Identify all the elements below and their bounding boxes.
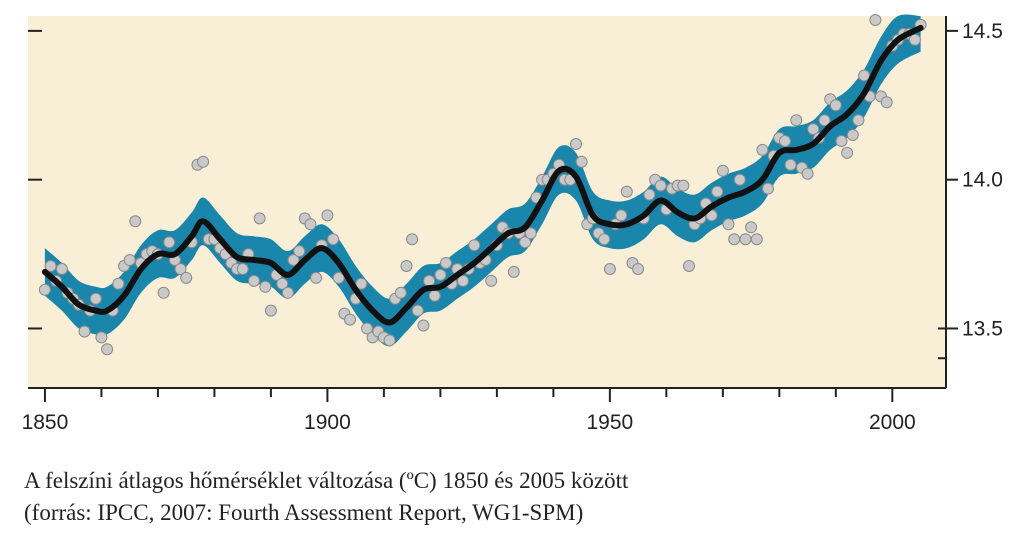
data-point bbox=[101, 343, 114, 356]
data-point bbox=[654, 179, 667, 192]
data-point bbox=[632, 263, 645, 275]
x-tick-label: 1850 bbox=[22, 411, 69, 434]
data-point bbox=[112, 277, 125, 290]
data-point bbox=[908, 33, 921, 46]
data-point bbox=[722, 218, 735, 231]
data-point bbox=[406, 233, 419, 246]
smoothed-curve bbox=[41, 24, 924, 326]
data-point bbox=[750, 233, 763, 246]
data-point bbox=[344, 313, 356, 326]
data-point bbox=[259, 280, 272, 293]
data-point bbox=[716, 164, 729, 177]
data-point bbox=[835, 135, 848, 147]
data-point bbox=[880, 96, 893, 109]
data-point bbox=[457, 274, 469, 287]
axis-ticks: 1850 1900 1950 2000 13.5 14.0 14.5 bbox=[22, 20, 1003, 434]
data-point bbox=[361, 322, 373, 335]
data-point bbox=[89, 292, 102, 305]
data-point bbox=[411, 304, 424, 317]
data-point bbox=[383, 334, 396, 347]
data-point bbox=[801, 167, 814, 180]
data-point bbox=[818, 114, 831, 127]
y-tick-label: 14.5 bbox=[962, 20, 1003, 43]
data-point bbox=[78, 325, 91, 338]
data-point bbox=[197, 155, 210, 168]
x-tick-label: 1950 bbox=[587, 411, 634, 434]
data-point bbox=[739, 233, 752, 246]
data-point bbox=[784, 158, 797, 171]
data-point bbox=[355, 277, 368, 290]
y-tick-label: 14.0 bbox=[962, 169, 1003, 192]
data-point bbox=[423, 274, 436, 287]
data-point bbox=[281, 286, 294, 299]
data-point bbox=[327, 233, 340, 246]
data-point bbox=[790, 114, 803, 127]
data-point bbox=[575, 155, 588, 168]
data-point bbox=[733, 173, 746, 186]
caption-title: A felszíni átlagos hőmérséklet változása… bbox=[24, 468, 629, 493]
data-point bbox=[38, 283, 51, 296]
data-point bbox=[603, 263, 616, 275]
data-point bbox=[756, 143, 769, 156]
data-point bbox=[869, 14, 882, 26]
data-point bbox=[620, 185, 633, 198]
data-point bbox=[310, 271, 323, 284]
data-point bbox=[852, 114, 865, 127]
data-point bbox=[180, 271, 193, 284]
data-point bbox=[570, 138, 582, 150]
data-point bbox=[400, 260, 413, 272]
data-point bbox=[829, 99, 842, 112]
data-point bbox=[174, 263, 187, 275]
data-point bbox=[683, 260, 695, 272]
data-point bbox=[507, 265, 520, 278]
data-point bbox=[394, 286, 407, 299]
data-point bbox=[728, 233, 741, 246]
data-point bbox=[524, 227, 537, 240]
data-point bbox=[519, 236, 532, 249]
data-point bbox=[428, 289, 441, 302]
y-tick-label: 13.5 bbox=[962, 317, 1003, 340]
data-point bbox=[304, 218, 317, 231]
data-point bbox=[157, 286, 170, 299]
caption-source: (forrás: IPCC, 2007: Fourth Assessment R… bbox=[24, 500, 584, 525]
data-point bbox=[321, 209, 334, 222]
data-point bbox=[293, 245, 306, 258]
data-point bbox=[858, 69, 871, 82]
data-point bbox=[846, 129, 859, 141]
data-point bbox=[248, 274, 260, 287]
data-point bbox=[123, 254, 136, 266]
data-point bbox=[287, 254, 300, 266]
data-point bbox=[598, 233, 611, 246]
data-point bbox=[236, 263, 249, 275]
data-point bbox=[779, 135, 791, 147]
data-point bbox=[44, 260, 57, 272]
data-point bbox=[55, 263, 68, 275]
temperature-chart: 1850 1900 1950 2000 13.5 14.0 14.5 bbox=[22, 14, 1003, 434]
data-point bbox=[264, 304, 277, 317]
data-point bbox=[615, 209, 628, 222]
data-point bbox=[434, 268, 447, 281]
x-tick-label: 1900 bbox=[304, 411, 351, 434]
data-point bbox=[163, 236, 176, 249]
data-point bbox=[95, 331, 108, 344]
data-point bbox=[677, 179, 690, 192]
data-point bbox=[417, 319, 430, 332]
data-point bbox=[807, 123, 820, 136]
data-point bbox=[332, 271, 345, 284]
data-point bbox=[276, 277, 289, 290]
data-point bbox=[841, 146, 854, 159]
data-point bbox=[440, 257, 452, 269]
data-point bbox=[468, 239, 481, 252]
data-point bbox=[253, 212, 266, 225]
data-point bbox=[745, 221, 758, 234]
data-point bbox=[129, 215, 142, 228]
data-point bbox=[485, 274, 498, 287]
data-point bbox=[643, 188, 656, 201]
data-point bbox=[711, 185, 724, 198]
x-tick-label: 2000 bbox=[869, 411, 916, 434]
plot-background bbox=[28, 16, 946, 388]
data-point bbox=[762, 182, 774, 195]
